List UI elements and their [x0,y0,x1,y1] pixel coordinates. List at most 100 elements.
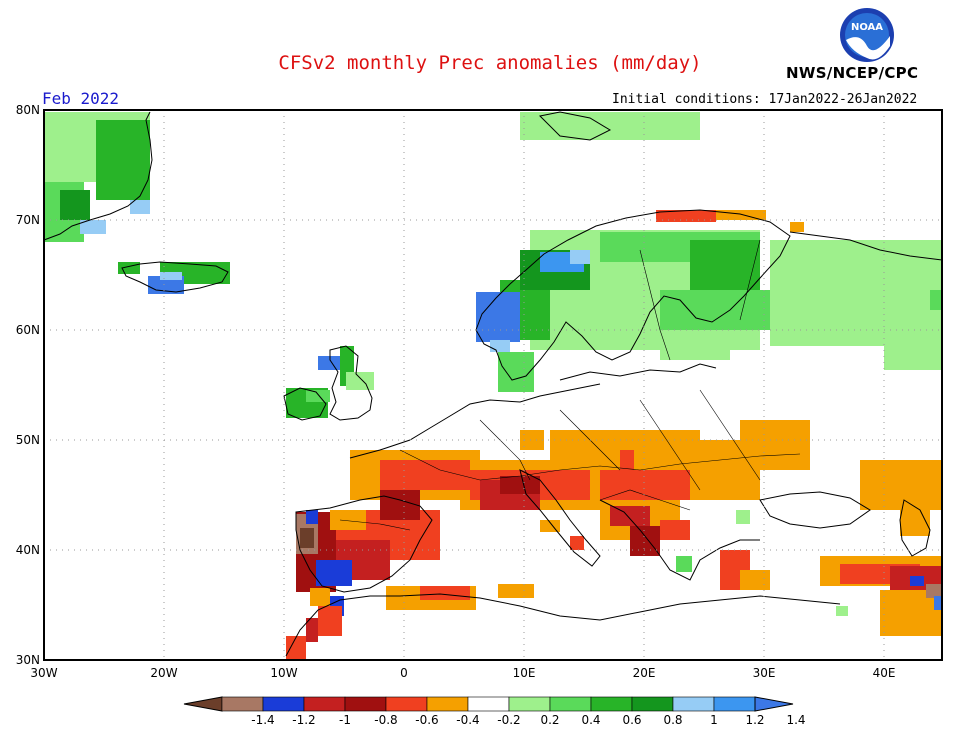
anomaly-cells [44,112,942,660]
anomaly-cell [836,606,848,616]
anomaly-cell [318,606,342,636]
initial-conditions: Initial conditions: 17Jan2022-26Jan2022 [612,92,918,107]
organization-label: NWS/NCEP/CPC [786,64,919,82]
legend-swatch [221,696,264,712]
legend-swatch [508,696,551,712]
svalbard-coast [538,111,612,141]
anomaly-cell [736,510,750,524]
anomaly-cell [620,450,634,470]
lat-label: 60N [16,323,40,337]
legend-swatch [590,696,633,712]
legend-label: 1 [710,713,718,727]
legend-label: 0.4 [581,713,600,727]
anomaly-cell [660,340,730,360]
anomaly-cell [498,584,534,598]
anomaly-cell [520,430,544,450]
lon-label: 30E [753,666,776,680]
anomaly-cell [910,576,924,586]
lon-label: 20E [633,666,656,680]
legend-swatch [672,696,715,712]
anomaly-cell [660,290,770,330]
forecast-month: Feb 2022 [42,89,120,108]
anomaly-cell [676,556,692,572]
anomaly-cell [80,220,106,234]
black-sea-coast [759,491,871,529]
anomaly-cell [148,276,184,294]
iberia-coast [295,495,433,593]
legend-label: 0.6 [622,713,641,727]
anomaly-cell [306,390,330,402]
anomaly-cell [420,586,470,600]
lat-label: 50N [16,433,40,447]
iceland-coast [121,261,229,293]
anomaly-cell [96,120,150,200]
anomaly-cell [316,560,352,586]
gridlines [44,110,942,660]
anomaly-cell [570,250,590,264]
lon-label: 10E [513,666,536,680]
italy-coast [519,469,601,567]
anomaly-cell [346,372,374,390]
legend-swatch [713,696,756,712]
legend-label: 0.8 [663,713,682,727]
scandinavia-coast [475,209,791,381]
country-borders [339,239,801,531]
legend-swatch [549,696,592,712]
baltic-coast [559,363,717,381]
legend-swatch [303,696,346,712]
anomaly-cell [130,200,150,214]
legend-swatch [385,696,428,712]
continent-coast [349,383,601,459]
anomaly-cell [716,210,766,220]
anomaly-cell [656,210,716,222]
lon-label: 20W [150,666,177,680]
russia-north-coast [789,231,943,261]
anomaly-cell [740,570,770,590]
anomaly-cell [476,292,520,342]
britain-coast [329,345,373,421]
anomaly-cell [770,240,942,310]
legend-swatch [344,696,387,712]
anomaly-cell [160,272,182,280]
longitude-labels: 30W 20W 10W 0 10E 20E 30E 40E [30,666,895,680]
anomaly-cell [934,596,942,610]
anomaly-cell [900,510,930,536]
anomaly-cell [118,262,140,274]
lat-label: 30N [16,653,40,667]
anomaly-cell [660,520,690,540]
legend-labels: -1.4 -1.2 -1 -0.8 -0.6 -0.4 -0.2 0.2 0.4 0.6 0.8 1 1… [251,713,805,727]
lat-label: 40N [16,543,40,557]
border [479,419,531,481]
anomaly-cell [490,340,510,352]
border [739,239,761,321]
anomaly-cell [380,460,470,490]
logo-text: NOAA [851,22,883,33]
legend-label: -0.8 [374,713,397,727]
border [639,249,671,361]
color-legend [183,696,794,712]
lon-label: 40E [873,666,896,680]
anomaly-cell [690,240,760,290]
anomaly-cell [570,536,584,550]
legend-swatch [631,696,674,712]
anomaly-cell [330,510,366,530]
lon-label: 30W [30,666,57,680]
latitude-labels: 80N 70N 60N 50N 40N 30N [16,103,40,667]
ireland-coast [283,387,327,421]
legend-arrow-right [754,696,794,712]
border [339,519,411,531]
balkan-coast [599,499,760,581]
anomaly-cell [498,352,534,392]
anomaly-cell [610,506,650,526]
noaa-logo: NOAA [838,6,896,64]
lat-label: 70N [16,213,40,227]
anomaly-cell [500,476,540,494]
legend-swatch [467,696,510,712]
legend-label: -1.2 [292,713,315,727]
anomaly-cell [930,290,942,310]
anomaly-cell [884,340,942,370]
legend-label: -0.4 [456,713,479,727]
anomaly-cell [740,420,810,470]
anomaly-cell [926,584,942,598]
